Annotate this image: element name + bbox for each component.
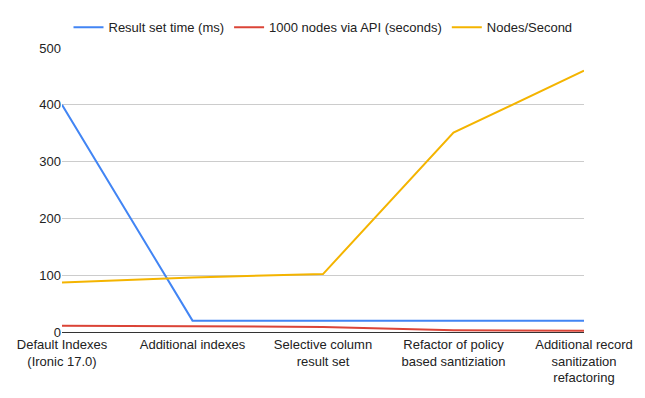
- svg-text:0: 0: [54, 325, 61, 340]
- svg-text:300: 300: [39, 154, 61, 169]
- svg-text:1000 nodes via API (seconds): 1000 nodes via API (seconds): [269, 20, 442, 35]
- svg-text:Additional recordsanitizationr: Additional recordsanitizationrefactoring: [535, 337, 633, 386]
- svg-text:500: 500: [39, 41, 61, 56]
- svg-text:Nodes/Second: Nodes/Second: [487, 20, 572, 35]
- svg-text:Refactor of policybased santiz: Refactor of policybased santiziation: [401, 337, 505, 369]
- svg-text:Additional indexes: Additional indexes: [140, 337, 246, 352]
- svg-text:400: 400: [39, 97, 61, 112]
- svg-text:100: 100: [39, 268, 61, 283]
- svg-text:200: 200: [39, 211, 61, 226]
- svg-text:Selective columnresult set: Selective columnresult set: [274, 337, 372, 369]
- svg-text:Result set time (ms): Result set time (ms): [109, 20, 225, 35]
- svg-text:Default Indexes(Ironic 17.0): Default Indexes(Ironic 17.0): [17, 337, 108, 369]
